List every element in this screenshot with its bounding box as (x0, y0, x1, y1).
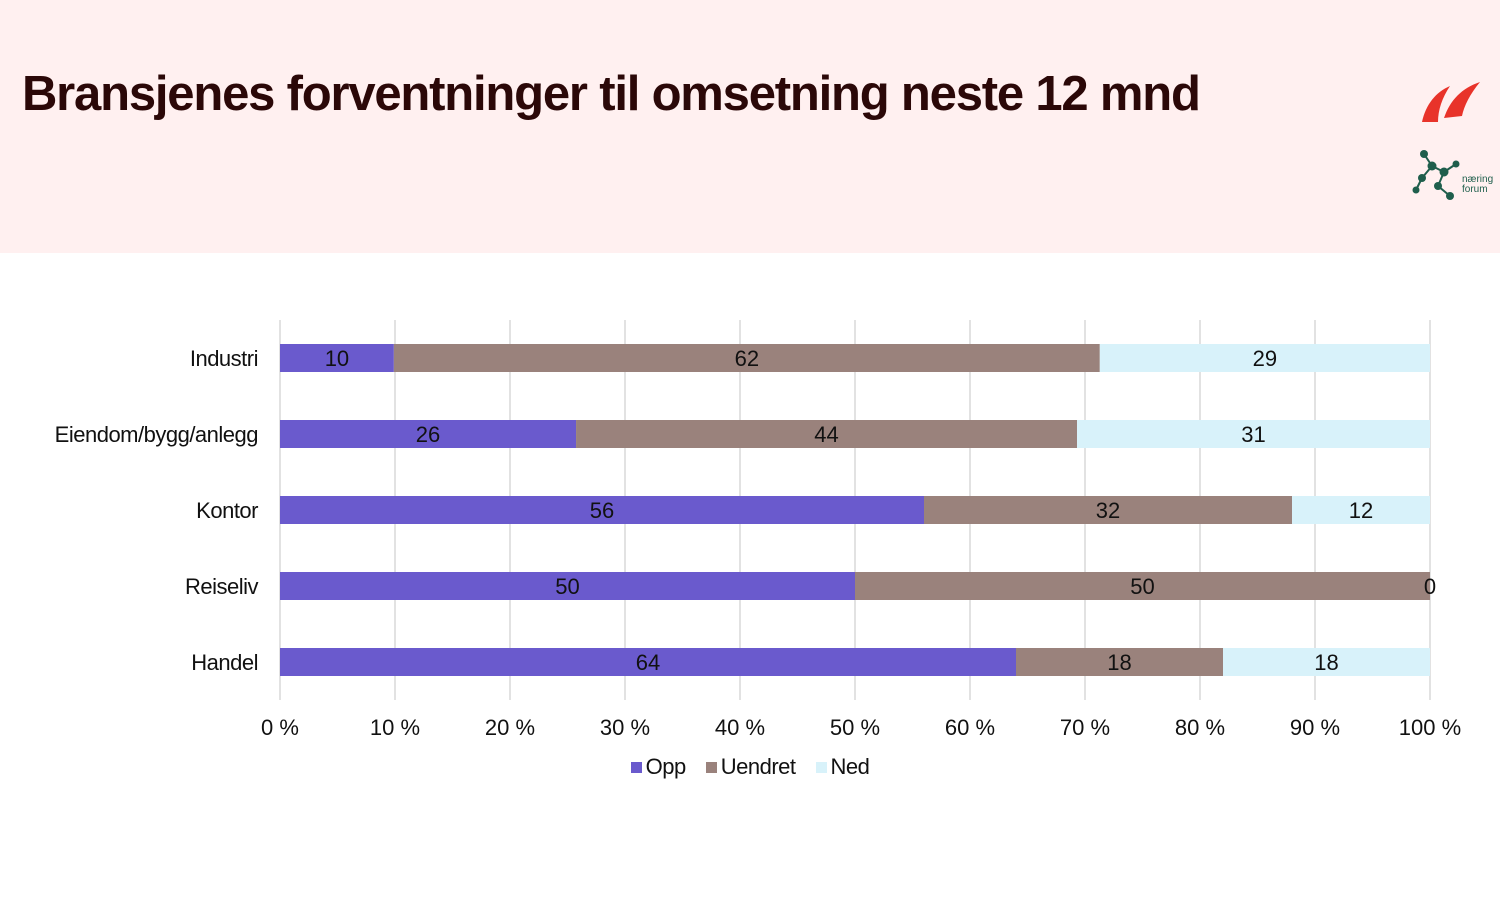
data-label: 29 (1253, 346, 1277, 371)
x-tick-label: 50 % (830, 715, 880, 740)
legend-swatch (705, 761, 717, 773)
data-label: 26 (416, 422, 440, 447)
data-label: 50 (1130, 574, 1154, 599)
stacked-bar-chart: 0 % 10 % 20 % 30 % 40 % 50 % 60 % 70 % 80 % 90 % 1… (55, 320, 1461, 740)
bar-segment (1223, 648, 1430, 676)
x-tick-label: 40 % (715, 715, 765, 740)
category-label: Eiendom/bygg/anlegg (55, 422, 258, 447)
data-label: 62 (735, 346, 759, 371)
category-label: Reiseliv (185, 574, 259, 599)
legend-swatch (630, 761, 642, 773)
x-tick-label: 0 % (261, 715, 299, 740)
legend-label: Uendret (720, 754, 796, 779)
x-tick-label: 90 % (1290, 715, 1340, 740)
data-label: 0 (1424, 574, 1436, 599)
data-label: 44 (814, 422, 838, 447)
data-label: 18 (1314, 650, 1338, 675)
x-tick-label: 100 % (1399, 715, 1461, 740)
category-label: Kontor (196, 498, 258, 523)
legend-item: Ned (815, 754, 870, 780)
x-tick-label: 20 % (485, 715, 535, 740)
x-tick-label: 30 % (600, 715, 650, 740)
bar-segment (393, 344, 1100, 372)
category-label: Handel (191, 650, 258, 675)
data-label: 50 (555, 574, 579, 599)
x-tick-label: 10 % (370, 715, 420, 740)
bar-segment (1099, 344, 1430, 372)
data-label: 31 (1241, 422, 1265, 447)
legend-label: Ned (830, 754, 870, 779)
header-band: Bransjenes forventninger til omsetning n… (0, 0, 1500, 253)
data-label: 56 (590, 498, 614, 523)
bar-segment (576, 420, 1078, 448)
legend-item: Uendret (705, 754, 796, 780)
data-label: 64 (636, 650, 660, 675)
data-label: 18 (1107, 650, 1131, 675)
red-swoosh-logo (1422, 82, 1480, 122)
bar-segment (924, 496, 1292, 524)
category-label: Industri (190, 346, 258, 371)
logo-text-line-1: næring (1462, 174, 1493, 185)
bar-segment (1016, 648, 1223, 676)
network-dots-logo: næring forum (1412, 150, 1493, 200)
bar-segment (855, 572, 1430, 600)
legend-swatch (815, 761, 827, 773)
bar-segment (280, 648, 1016, 676)
bar-segment (280, 496, 924, 524)
bar-segment (280, 572, 855, 600)
legend-item: Opp (630, 754, 687, 780)
data-label: 12 (1349, 498, 1373, 523)
legend-label: Opp (645, 754, 687, 779)
x-tick-label: 60 % (945, 715, 995, 740)
data-label: 32 (1096, 498, 1120, 523)
bar-segment (280, 344, 394, 372)
chart-legend: Opp Uendret Ned (0, 754, 1500, 780)
page-title: Bransjenes forventninger til omsetning n… (22, 67, 1201, 121)
logo-text-line-2: forum (1462, 184, 1488, 195)
bar-segment (1077, 420, 1430, 448)
bar-segment (1292, 496, 1430, 524)
x-tick-label: 80 % (1175, 715, 1225, 740)
x-tick-label: 70 % (1060, 715, 1110, 740)
bar-segment (280, 420, 577, 448)
data-label: 10 (325, 346, 349, 371)
